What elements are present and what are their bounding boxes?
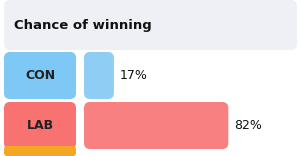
Text: 17%: 17% [120, 69, 148, 82]
Text: CON: CON [25, 69, 55, 82]
FancyBboxPatch shape [4, 102, 76, 149]
FancyBboxPatch shape [4, 52, 76, 99]
Text: LAB: LAB [26, 119, 54, 132]
FancyBboxPatch shape [84, 102, 228, 149]
FancyBboxPatch shape [4, 146, 76, 156]
FancyBboxPatch shape [4, 0, 297, 50]
Text: 82%: 82% [234, 119, 262, 132]
Text: Chance of winning: Chance of winning [14, 20, 152, 32]
FancyBboxPatch shape [84, 52, 114, 99]
